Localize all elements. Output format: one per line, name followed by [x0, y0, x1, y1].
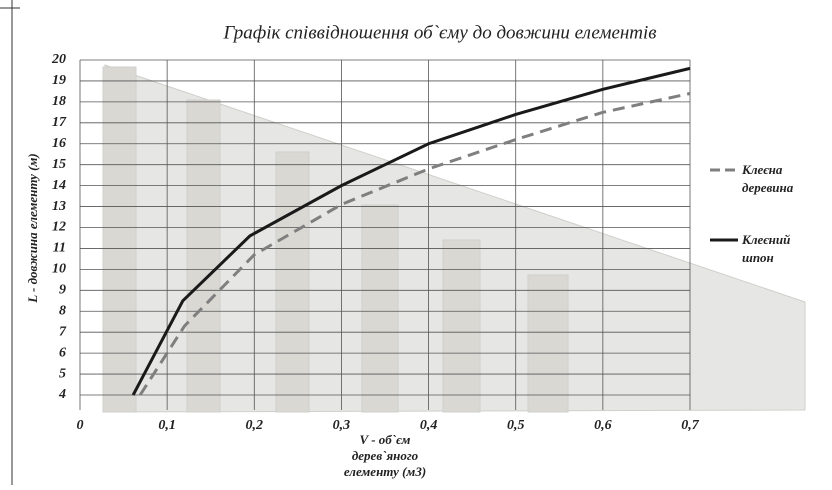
y-tick-label: 7 — [59, 324, 67, 339]
x-tick-label: 0,1 — [158, 418, 176, 433]
background-wood — [103, 65, 805, 412]
y-tick-label: 15 — [52, 157, 66, 172]
page: Графік співвідношення об`єму до довжини … — [0, 0, 832, 485]
x-axis-label: V - об`єм дерев`яного елементу (м3) — [330, 432, 440, 480]
y-axis-label: L - довжина елементу (м) — [25, 153, 40, 303]
y-tick-label: 10 — [52, 262, 66, 277]
y-tick-label: 13 — [52, 199, 66, 214]
x-tick-label: 0,7 — [681, 418, 700, 433]
x-tick-label: 0,2 — [246, 418, 264, 433]
x-tick-label: 0,4 — [420, 418, 438, 433]
x-tick-label: 0 — [77, 418, 84, 433]
y-tick-label: 12 — [52, 220, 66, 235]
x-tick-label: 0,3 — [333, 418, 351, 433]
chart: Графік співвідношення об`єму до довжини … — [0, 0, 832, 485]
y-tick-label: 17 — [52, 115, 67, 130]
chart-title: Графік співвідношення об`єму до довжини … — [222, 22, 656, 43]
y-tick-label: 9 — [59, 283, 66, 298]
legend-label: Клеєний шпон — [742, 231, 812, 267]
y-tick-label: 6 — [59, 345, 66, 360]
x-tick-label: 0,5 — [507, 418, 525, 433]
y-tick-label: 20 — [51, 52, 66, 67]
y-tick-label: 16 — [52, 136, 66, 151]
y-tick-label: 8 — [59, 303, 66, 318]
y-tick-label: 4 — [58, 387, 66, 402]
y-tick-label: 5 — [59, 366, 66, 381]
x-tick-label: 0,6 — [594, 418, 612, 433]
y-tick-label: 19 — [52, 73, 66, 88]
legend-label: Клеєна деревина — [742, 161, 812, 197]
y-tick-label: 18 — [52, 94, 66, 109]
y-tick-label: 14 — [52, 178, 66, 193]
y-tick-label: 11 — [53, 241, 66, 256]
